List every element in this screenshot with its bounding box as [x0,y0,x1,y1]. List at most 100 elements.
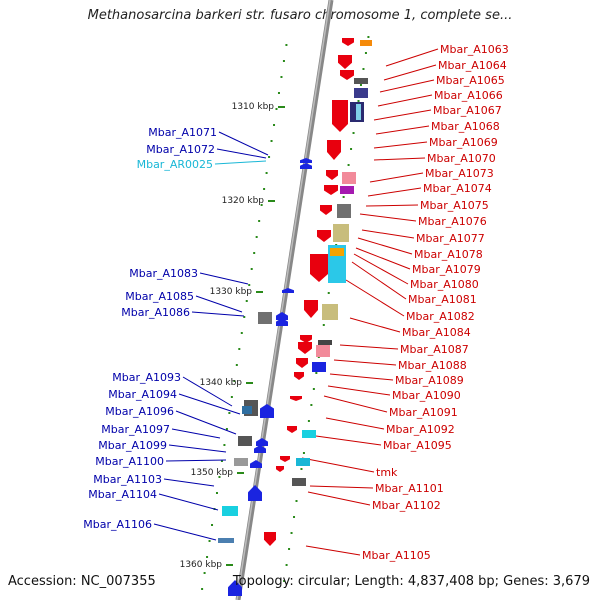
forward-strand-dot [364,52,367,54]
forward-gene-label: Mbar_A1091 [389,406,458,419]
forward-gene-label-leader [339,344,399,350]
forward-gene-label: Mbar_A1078 [414,248,483,261]
reverse-gene-label-leader [218,131,269,156]
forward-strand-dot [342,196,345,198]
forward-gene-label: Mbar_A1095 [383,439,452,452]
forward-gene-label-leader [325,417,385,430]
forward-gene-label-leader [359,213,417,222]
reverse-strand-dot [235,364,238,366]
forward-gene-label-leader [379,79,435,93]
forward-gene-label-leader [369,172,424,183]
forward-gene-block [330,248,344,256]
label-leader-lines [153,48,439,556]
reverse-gene-label: Mbar_A1083 [129,267,198,280]
forward-gene-arrow [290,396,302,401]
forward-gene-arrow [324,185,338,195]
reverse-strand-dot [240,332,243,334]
forward-gene-label: Mbar_A1087 [400,343,469,356]
forward-gene-arrow [338,55,352,69]
reverse-gene-label-leader [214,160,267,165]
forward-gene-label: Mbar_A1090 [392,389,461,402]
reverse-gene-label: Mbar_A1072 [146,143,215,156]
reverse-strand-dot [201,588,204,590]
forward-gene-label: Mbar_A1074 [423,182,492,195]
reverse-gene-label-leader [199,272,249,285]
reverse-strand-dot [218,476,221,478]
forward-strand-dot [327,292,330,294]
reverse-gene-arrow [254,445,266,453]
forward-gene-block [322,304,338,320]
reverse-gene-arrow [250,460,262,468]
forward-gene-label: Mbar_A1065 [436,74,505,87]
forward-strand-dot [283,580,286,582]
forward-gene-block [354,88,368,98]
reverse-gene-label: Mbar_A1094 [108,388,177,401]
forward-gene-label: Mbar_A1092 [386,423,455,436]
reverse-gene-arrow [300,163,312,169]
kbp-tick-mark [268,200,275,202]
forward-strand-dot [310,404,313,406]
forward-gene-label-leader [345,279,405,317]
forward-gene-label-leader [323,395,388,413]
forward-strand-dot [357,100,360,102]
forward-strand-dot [288,548,291,550]
reverse-gene-label: Mbar_A1106 [83,518,152,531]
forward-gene-label: Mbar_A1102 [372,499,441,512]
reverse-gene-label-leader [182,376,233,407]
gene-glyphs [218,38,372,596]
forward-gene-label: Mbar_A1077 [416,232,485,245]
forward-gene-block [333,224,349,242]
forward-gene-arrow [300,335,312,343]
reverse-gene-label-leader [163,478,215,487]
forward-gene-arrow [326,170,338,180]
reverse-strand-dot [268,156,271,158]
reverse-gene-label: Mbar_AR0025 [137,158,213,171]
accession-text: Accession: NC_007355 [8,574,156,589]
kbp-tick-label: 1330 kbp [210,287,253,297]
forward-gene-arrow [296,358,308,368]
reverse-strand-dot [285,44,288,46]
reverse-gene-label: Mbar_A1104 [88,488,157,501]
forward-strand-dot [302,452,305,454]
forward-gene-label: Mbar_A1081 [408,293,477,306]
reverse-strand-dot [215,492,218,494]
kbp-tick-label: 1360 kbp [180,560,223,570]
kbp-tick-mark [226,564,233,566]
reverse-gene-arrow [276,318,288,326]
forward-gene-label: Mbar_A1068 [431,120,500,133]
reverse-gene-label: Mbar_A1103 [93,473,162,486]
forward-gene-arrow [264,532,276,546]
genome-summary-text: Topology: circular; Length: 4,837,408 bp… [232,574,590,589]
reverse-strand-dot [206,556,209,558]
forward-gene-arrow [320,205,332,215]
forward-gene-arrow [327,140,341,160]
forward-gene-arrow [317,230,331,242]
forward-gene-block [340,186,354,194]
reverse-strand-dot [248,284,251,286]
kbp-tick-mark [278,106,285,108]
forward-gene-arrow [276,466,284,472]
reverse-strand-dot [263,188,266,190]
reverse-strand-dot [280,76,283,78]
forward-gene-label-leader [367,187,422,197]
reverse-gene-label-leader [216,148,267,159]
reverse-gene-block [242,406,252,414]
reverse-gene-label: Mbar_A1100 [95,455,164,468]
forward-gene-label-leader [309,485,374,489]
reverse-strand-dot [250,268,253,270]
forward-strand-dot [307,420,310,422]
forward-gene-label: Mbar_A1105 [362,549,431,562]
forward-gene-label-leader [365,204,419,207]
reverse-gene-label-leader [175,410,237,435]
gene-labels: Mbar_A1063 Mbar_A1064 Mbar_A1065 Mbar_A1066… [83,43,509,562]
reverse-strand-dot [228,412,231,414]
reverse-strand-dot [273,124,276,126]
forward-gene-label: Mbar_A1073 [425,167,494,180]
reverse-strand-dot [245,300,248,302]
forward-gene-block [292,478,306,486]
forward-strand-dot [359,84,362,86]
forward-gene-label-leader [355,247,411,270]
reverse-gene-label: Mbar_A1096 [105,405,174,418]
reverse-strand-dot [253,252,256,254]
